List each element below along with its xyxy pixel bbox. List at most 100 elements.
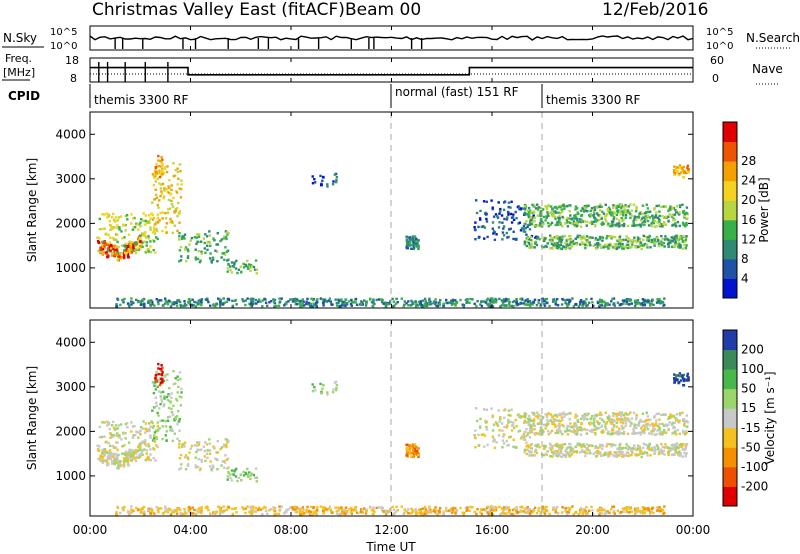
echo-cell (167, 399, 171, 402)
echo-cell (494, 421, 498, 424)
echo-cell (116, 298, 120, 301)
echo-cell (627, 303, 631, 306)
echo-cell (662, 216, 666, 219)
echo-cell (446, 301, 449, 305)
echo-cell (492, 440, 495, 443)
echo-cell (108, 241, 112, 244)
echo-cell (124, 453, 127, 457)
echo-cell (559, 419, 562, 423)
echo-cell (580, 422, 583, 425)
echo-cell (555, 234, 558, 238)
echo-cell (610, 213, 613, 216)
echo-cell (566, 244, 570, 247)
echo-cell (213, 304, 216, 307)
echo-cell (676, 245, 680, 248)
echo-cell (101, 240, 104, 244)
echo-cell (539, 511, 543, 514)
echo-cell (675, 446, 678, 450)
cpid-segment-3: themis 3300 RF (546, 93, 640, 107)
echo-cell (593, 424, 596, 427)
echo-cell (681, 221, 685, 225)
echo-cell (679, 244, 682, 247)
echo-cell (161, 163, 164, 166)
echo-cell (629, 203, 632, 206)
echo-cell (177, 446, 181, 449)
echo-cell (129, 455, 132, 459)
echo-cell (643, 302, 646, 305)
echo-cell (640, 247, 643, 251)
echo-cell (143, 302, 146, 306)
echo-cell (139, 221, 142, 224)
echo-cell (568, 508, 571, 512)
echo-cell (537, 299, 540, 302)
echo-cell (681, 247, 684, 250)
echo-cell (129, 454, 133, 457)
echo-cell (534, 415, 538, 418)
echo-cell (627, 506, 630, 509)
echo-cell (186, 248, 189, 251)
echo-cell (639, 242, 642, 246)
echo-cell (540, 425, 543, 429)
echo-cell (123, 223, 126, 227)
echo-cell (197, 235, 201, 238)
echo-cell (624, 424, 627, 428)
echo-cell (515, 298, 518, 301)
echo-cell (542, 239, 546, 242)
echo-cell (203, 455, 206, 458)
echo-cell (249, 474, 252, 477)
echo-cell (575, 451, 579, 454)
echo-cell (502, 433, 506, 436)
echo-cell (173, 211, 176, 214)
echo-cell (343, 300, 346, 304)
echo-cell (107, 423, 111, 426)
echo-cell (622, 238, 625, 242)
echo-cell (662, 241, 665, 245)
echo-cell (473, 434, 476, 437)
echo-cell (299, 513, 302, 516)
echo-cell (584, 454, 587, 458)
echo-cell (500, 512, 504, 515)
echo-cell (163, 189, 166, 192)
echo-cell (115, 305, 119, 308)
echo-cell (407, 304, 410, 307)
echo-cell (621, 299, 625, 302)
echo-cell (147, 250, 150, 253)
echo-cell (548, 304, 551, 308)
echo-cell (292, 506, 296, 509)
echo-cell (225, 508, 228, 511)
echo-cell (127, 456, 130, 459)
colorbar-swatch (723, 161, 737, 182)
echo-cell (584, 417, 587, 420)
echo-cell (488, 299, 492, 302)
echo-cell (112, 226, 115, 229)
echo-cell (582, 301, 585, 304)
echo-cell (125, 247, 128, 250)
echo-cell (272, 508, 276, 512)
echo-cell (610, 432, 613, 436)
echo-cell (612, 414, 615, 418)
echo-cell (606, 235, 609, 238)
echo-cell (611, 210, 614, 213)
echo-cell (294, 505, 297, 509)
echo-cell (559, 204, 562, 207)
echo-cell (528, 419, 531, 422)
echo-cell (577, 513, 581, 516)
echo-cell (505, 231, 508, 235)
echo-cell (574, 413, 578, 416)
echo-cell (127, 250, 130, 253)
echo-cell (513, 507, 516, 511)
echo-cell (664, 413, 667, 416)
echo-cell (111, 435, 114, 439)
echo-cell (682, 443, 685, 446)
echo-cell (413, 240, 417, 244)
echo-cell (552, 210, 556, 213)
echo-cell (492, 423, 496, 426)
echo-cell (138, 236, 142, 239)
echo-cell (408, 448, 411, 451)
echo-cell (171, 439, 174, 443)
echo-cell (601, 509, 604, 512)
echo-cell (105, 461, 109, 464)
echo-cell (651, 506, 655, 510)
echo-cell (361, 511, 364, 514)
echo-cell (273, 506, 277, 510)
